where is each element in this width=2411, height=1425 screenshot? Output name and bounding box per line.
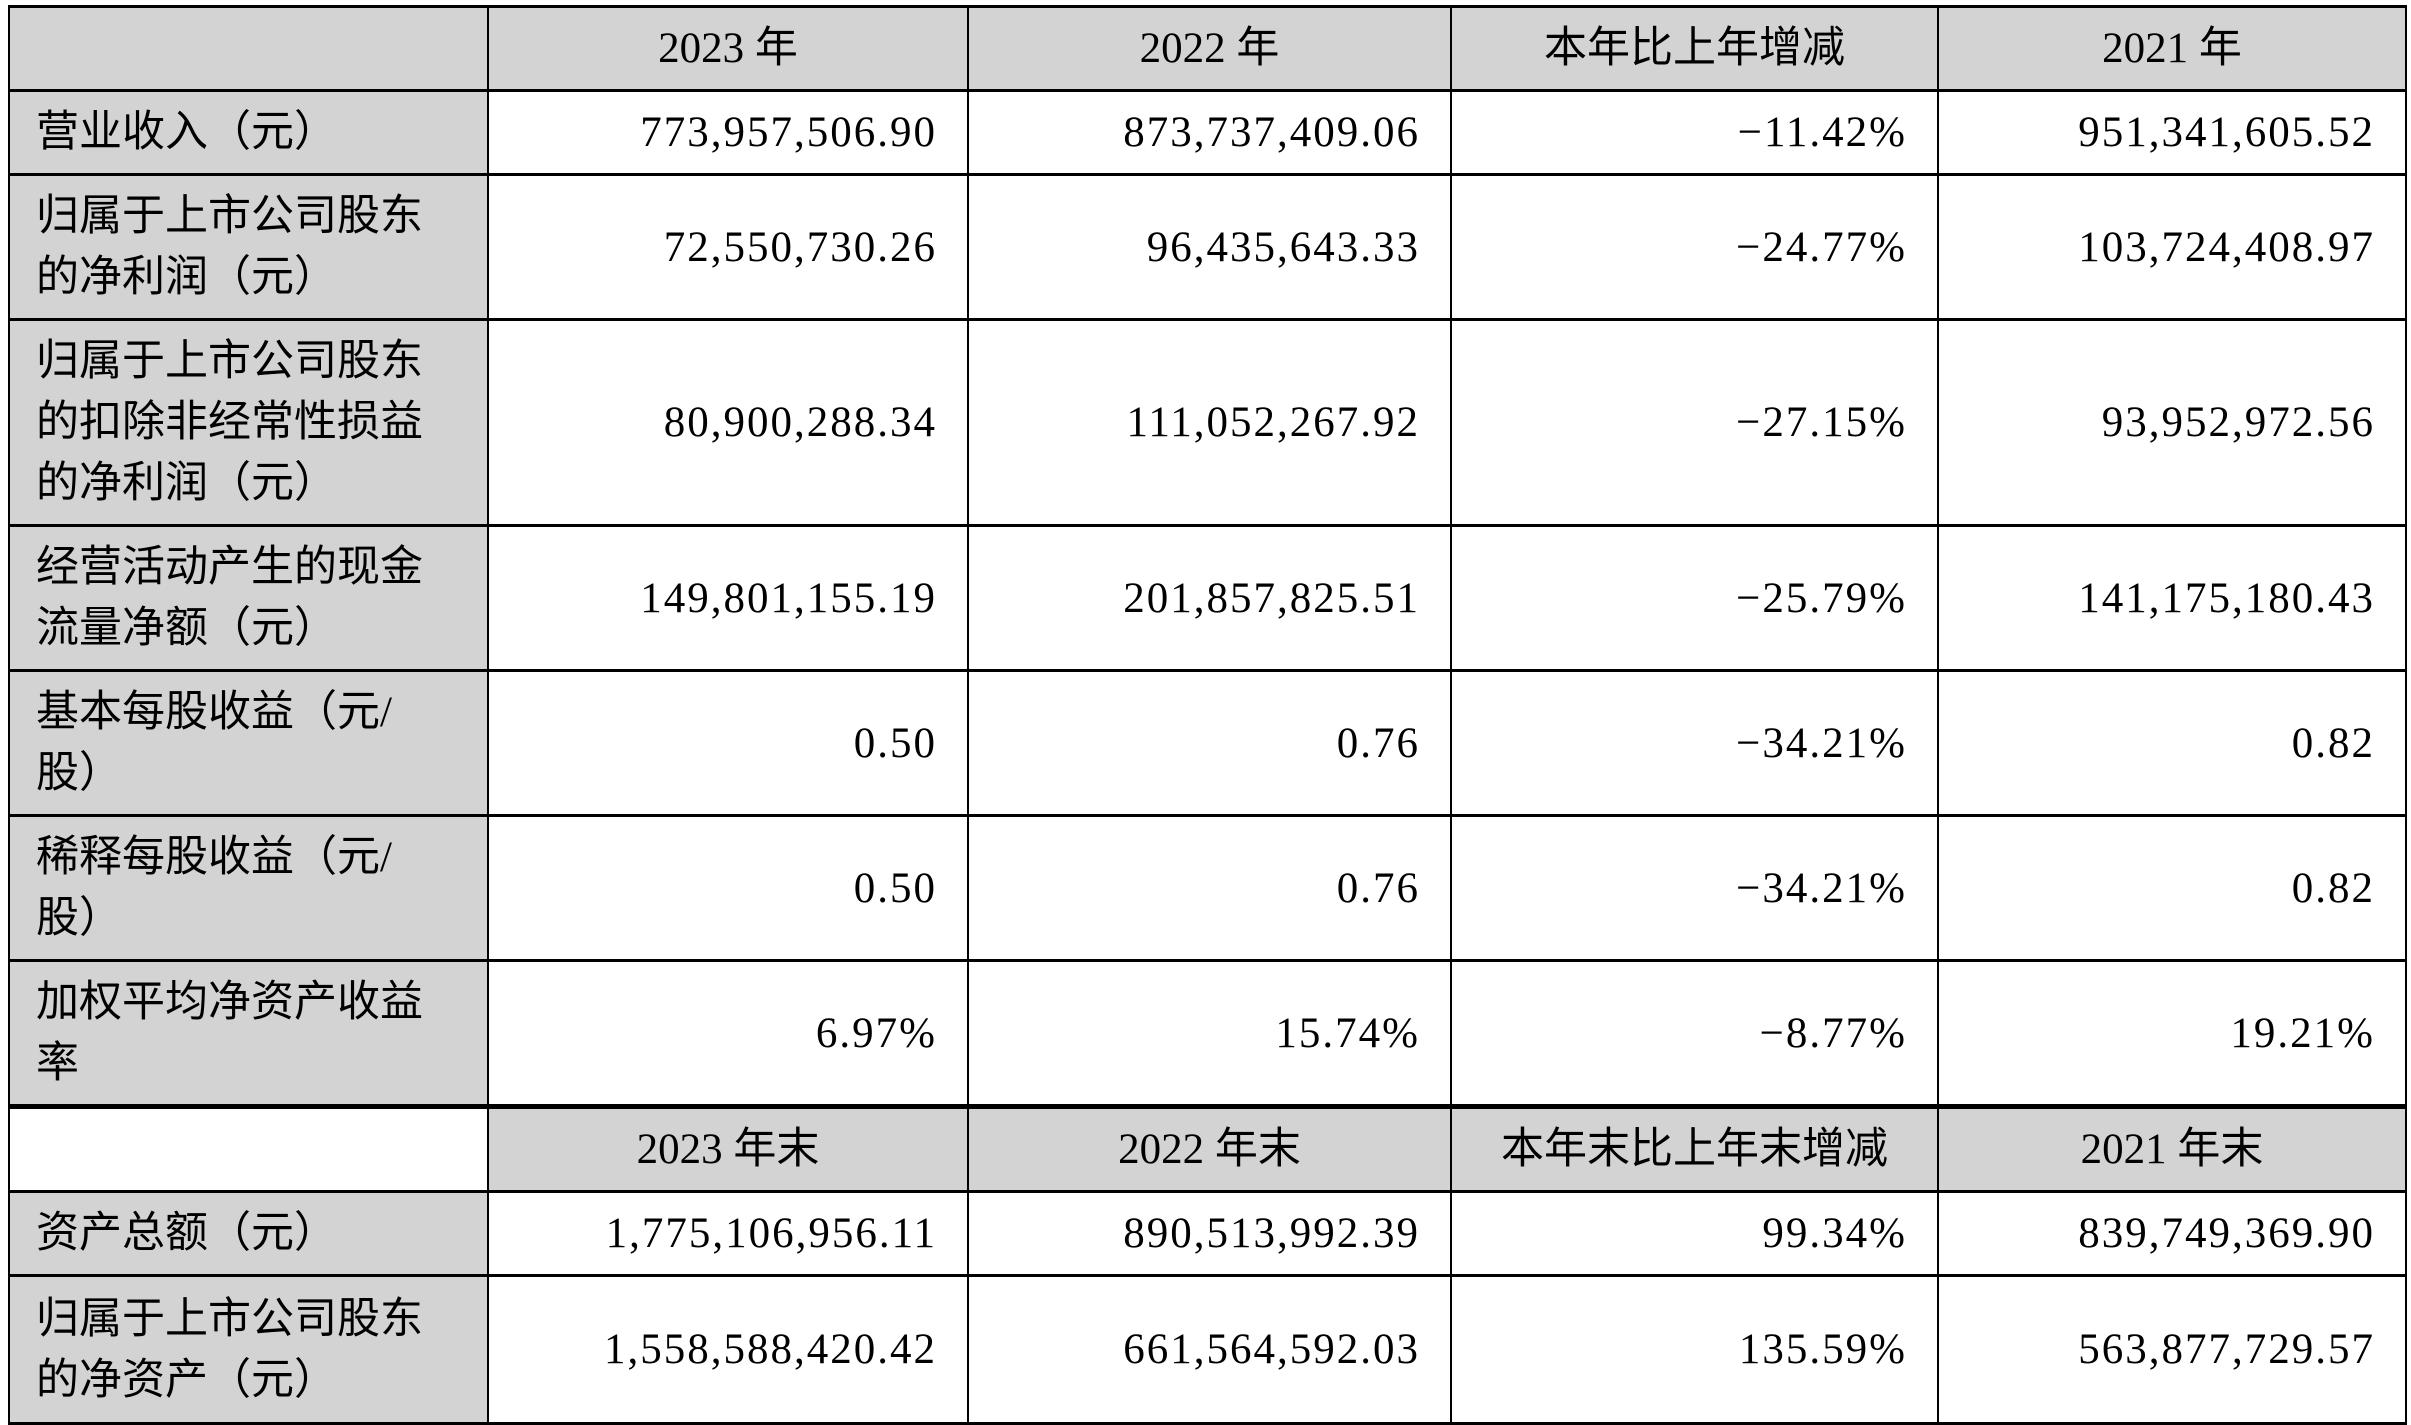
row-label: 稀释每股收益（元/ 股）: [8, 814, 489, 962]
value-cell: 0.76: [967, 814, 1452, 962]
table-header-row: 2023 年 2022 年 本年比上年增减 2021 年: [8, 5, 2407, 92]
change-cell: −8.77%: [1450, 959, 1939, 1108]
row-label: 归属于上市公司股东 的净资产（元）: [8, 1274, 489, 1425]
column-header-2021: 2021 年: [1937, 5, 2407, 92]
value-cell: 111,052,267.92: [967, 318, 1452, 527]
column-header-2022: 2022 年: [967, 5, 1452, 92]
value-cell: 141,175,180.43: [1937, 524, 2407, 672]
column-header-2022-year-end: 2022 年末: [967, 1104, 1452, 1193]
change-cell: −11.42%: [1450, 89, 1939, 176]
financial-summary-table: 2023 年 2022 年 本年比上年增减 2021 年 营业收入（元） 773…: [8, 5, 2407, 1425]
change-cell: 99.34%: [1450, 1190, 1939, 1277]
change-cell: −34.21%: [1450, 814, 1939, 962]
column-header-2021-year-end: 2021 年末: [1937, 1104, 2407, 1193]
value-cell: 19.21%: [1937, 959, 2407, 1108]
value-cell: 0.82: [1937, 814, 2407, 962]
change-cell: −34.21%: [1450, 669, 1939, 817]
value-cell: 951,341,605.52: [1937, 89, 2407, 176]
row-label: 加权平均净资产收益 率: [8, 959, 489, 1108]
value-cell: 6.97%: [487, 959, 969, 1108]
change-cell: −24.77%: [1450, 173, 1939, 321]
value-cell: 96,435,643.33: [967, 173, 1452, 321]
column-header-year-end-change: 本年末比上年末增减: [1450, 1104, 1939, 1193]
table-row: 归属于上市公司股东 的净利润（元） 72,550,730.26 96,435,6…: [8, 173, 2407, 321]
corner-cell: [8, 1104, 489, 1193]
value-cell: 0.82: [1937, 669, 2407, 817]
row-label: 归属于上市公司股东 的扣除非经常性损益 的净利润（元）: [8, 318, 489, 527]
value-cell: 201,857,825.51: [967, 524, 1452, 672]
value-cell: 0.76: [967, 669, 1452, 817]
value-cell: 0.50: [487, 814, 969, 962]
column-header-2023-year-end: 2023 年末: [487, 1104, 969, 1193]
value-cell: 103,724,408.97: [1937, 173, 2407, 321]
value-cell: 661,564,592.03: [967, 1274, 1452, 1425]
table-row: 加权平均净资产收益 率 6.97% 15.74% −8.77% 19.21%: [8, 959, 2407, 1108]
row-label: 基本每股收益（元/ 股）: [8, 669, 489, 817]
table-row: 资产总额（元） 1,775,106,956.11 890,513,992.39 …: [8, 1190, 2407, 1277]
column-header-2023: 2023 年: [487, 5, 969, 92]
table-row: 归属于上市公司股东 的净资产（元） 1,558,588,420.42 661,5…: [8, 1274, 2407, 1425]
table-row: 经营活动产生的现金 流量净额（元） 149,801,155.19 201,857…: [8, 524, 2407, 672]
value-cell: 1,558,588,420.42: [487, 1274, 969, 1425]
value-cell: 72,550,730.26: [487, 173, 969, 321]
value-cell: 93,952,972.56: [1937, 318, 2407, 527]
value-cell: 839,749,369.90: [1937, 1190, 2407, 1277]
table-row: 归属于上市公司股东 的扣除非经常性损益 的净利润（元） 80,900,288.3…: [8, 318, 2407, 527]
value-cell: 0.50: [487, 669, 969, 817]
change-cell: −25.79%: [1450, 524, 1939, 672]
value-cell: 873,737,409.06: [967, 89, 1452, 176]
value-cell: 149,801,155.19: [487, 524, 969, 672]
row-label: 归属于上市公司股东 的净利润（元）: [8, 173, 489, 321]
value-cell: 1,775,106,956.11: [487, 1190, 969, 1277]
table-row: 基本每股收益（元/ 股） 0.50 0.76 −34.21% 0.82: [8, 669, 2407, 817]
value-cell: 15.74%: [967, 959, 1452, 1108]
change-cell: −27.15%: [1450, 318, 1939, 527]
table-row: 稀释每股收益（元/ 股） 0.50 0.76 −34.21% 0.82: [8, 814, 2407, 962]
table-row: 营业收入（元） 773,957,506.90 873,737,409.06 −1…: [8, 89, 2407, 176]
value-cell: 773,957,506.90: [487, 89, 969, 176]
column-header-yoy-change: 本年比上年增减: [1450, 5, 1939, 92]
table-header-row-year-end: 2023 年末 2022 年末 本年末比上年末增减 2021 年末: [8, 1104, 2407, 1193]
value-cell: 80,900,288.34: [487, 318, 969, 527]
value-cell: 890,513,992.39: [967, 1190, 1452, 1277]
change-cell: 135.59%: [1450, 1274, 1939, 1425]
corner-cell: [8, 5, 489, 92]
row-label: 营业收入（元）: [8, 89, 489, 176]
row-label: 资产总额（元）: [8, 1190, 489, 1277]
row-label: 经营活动产生的现金 流量净额（元）: [8, 524, 489, 672]
value-cell: 563,877,729.57: [1937, 1274, 2407, 1425]
